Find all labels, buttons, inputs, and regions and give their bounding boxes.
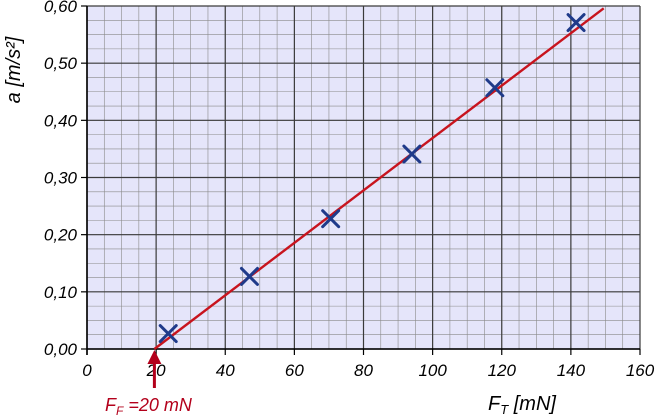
x-axis-title: FT [mN] xyxy=(488,393,556,417)
x-tick-label: 0 xyxy=(82,361,92,380)
annotation-arrow xyxy=(147,350,162,388)
marker-stroke xyxy=(402,144,422,164)
y-tick-label: 0,00 xyxy=(44,340,78,359)
x-tick-label: 120 xyxy=(488,361,517,380)
x-tick-label: 40 xyxy=(216,361,235,380)
x-tick-label: 80 xyxy=(354,361,373,380)
data-point-marker xyxy=(485,78,505,98)
x-axis-title-sub: T xyxy=(500,402,509,417)
data-markers xyxy=(158,13,586,344)
x-axis-title-main: F xyxy=(488,393,502,415)
y-tick-label: 0,30 xyxy=(44,169,78,188)
annotation-arrow-head xyxy=(147,350,162,364)
x-axis-title-unit: [mN] xyxy=(508,393,556,415)
data-point-marker xyxy=(566,13,586,33)
data-point-marker xyxy=(402,144,422,164)
marker-stroke xyxy=(566,13,586,33)
y-tick-label: 0,50 xyxy=(44,54,78,73)
data-point-marker xyxy=(158,324,178,344)
x-tick-labels: 0 20 40 60 80 100 120 140 160 xyxy=(82,361,654,380)
fit-line xyxy=(153,7,605,350)
data-point-marker xyxy=(239,266,259,286)
annotation-text: =20 mN xyxy=(123,395,193,415)
y-axis-title: a [m/s²] xyxy=(3,36,25,103)
y-tick-label: 0,10 xyxy=(44,283,78,302)
marker-stroke xyxy=(321,209,341,229)
y-tick-labels: 0,00 0,10 0,20 0,30 0,40 0,50 0,60 xyxy=(44,0,78,359)
axes xyxy=(81,5,641,355)
marker-stroke xyxy=(239,266,259,286)
annotation-sub: F xyxy=(116,404,124,417)
annotation-main: F xyxy=(105,395,117,415)
y-tick-label: 0,20 xyxy=(44,226,78,245)
x-tick-label: 140 xyxy=(557,361,586,380)
y-tick-label: 0,60 xyxy=(44,0,78,16)
marker-stroke xyxy=(485,78,505,98)
data-point-marker xyxy=(321,209,341,229)
x-tick-label: 160 xyxy=(626,361,655,380)
annotation-label: FF =20 mN xyxy=(105,395,193,417)
y-tick-label: 0,40 xyxy=(44,111,78,130)
x-tick-label: 60 xyxy=(285,361,304,380)
marker-stroke xyxy=(158,324,178,344)
x-tick-label: 100 xyxy=(418,361,447,380)
